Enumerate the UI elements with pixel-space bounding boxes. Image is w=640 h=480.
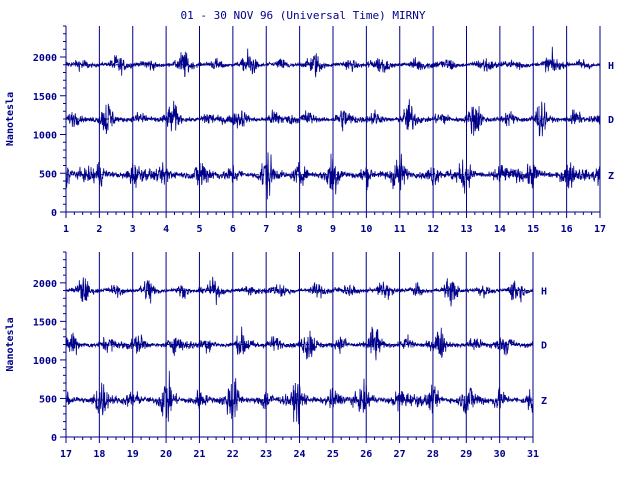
y-tick-label: 1000 <box>33 356 57 367</box>
y-tick-label: 1500 <box>33 317 57 328</box>
trace-H <box>65 46 601 78</box>
trace-H <box>65 276 534 307</box>
y-tick-label: 0 <box>51 433 57 444</box>
x-tick-label: 30 <box>494 449 506 460</box>
x-tick-label: 19 <box>127 449 139 460</box>
x-tick-label: 21 <box>193 449 205 460</box>
series-label-D: D <box>608 115 614 126</box>
x-tick-label: 20 <box>160 449 172 460</box>
x-tick-label: 7 <box>263 224 269 235</box>
y-tick-label: 2000 <box>33 53 57 64</box>
x-tick-label: 3 <box>130 224 136 235</box>
x-tick-label: 14 <box>494 224 506 235</box>
trace-D <box>65 99 601 137</box>
x-tick-label: 29 <box>460 449 472 460</box>
series-label-H: H <box>608 61 614 72</box>
y-tick-label: 0 <box>51 208 57 219</box>
x-tick-label: 10 <box>360 224 372 235</box>
x-tick-label: 25 <box>327 449 339 460</box>
x-tick-label: 13 <box>460 224 472 235</box>
y-tick-label: 1500 <box>33 92 57 103</box>
x-tick-label: 11 <box>394 224 406 235</box>
x-tick-label: 23 <box>260 449 272 460</box>
x-tick-label: 31 <box>527 449 539 460</box>
x-tick-label: 15 <box>527 224 539 235</box>
x-tick-label: 26 <box>360 449 372 460</box>
x-tick-label: 28 <box>427 449 439 460</box>
chart-title: 01 - 30 NOV 96 (Universal Time) MIRNY <box>180 9 425 22</box>
series-label-Z: Z <box>541 396 547 407</box>
y-tick-label: 500 <box>39 169 57 180</box>
x-tick-label: 12 <box>427 224 439 235</box>
x-tick-label: 6 <box>230 224 236 235</box>
x-tick-label: 24 <box>293 449 305 460</box>
y-axis-label: Nanotesla <box>5 92 16 146</box>
x-tick-label: 22 <box>227 449 239 460</box>
trace-D <box>65 326 534 361</box>
x-tick-label: 8 <box>297 224 303 235</box>
x-tick-label: 2 <box>96 224 102 235</box>
y-tick-label: 1000 <box>33 131 57 142</box>
x-tick-label: 17 <box>594 224 606 235</box>
series-label-D: D <box>541 341 547 352</box>
series-label-H: H <box>541 287 547 298</box>
x-tick-label: 9 <box>330 224 336 235</box>
x-tick-label: 17 <box>60 449 72 460</box>
x-tick-label: 1 <box>63 224 69 235</box>
y-axis-label: Nanotesla <box>5 317 16 371</box>
x-tick-label: 5 <box>196 224 202 235</box>
x-tick-label: 27 <box>394 449 406 460</box>
x-tick-label: 16 <box>561 224 573 235</box>
x-tick-label: 18 <box>93 449 105 460</box>
x-tick-label: 4 <box>163 224 169 235</box>
bottom-panel: 0 500 1000 1500 2000 Nanotesla 17 18 19 20 21 22 23 2… <box>5 251 547 460</box>
y-tick-label: 500 <box>39 394 57 405</box>
y-tick-label: 2000 <box>33 279 57 290</box>
trace-Z <box>65 370 534 425</box>
trace-Z <box>65 152 601 200</box>
series-label-Z: Z <box>608 171 614 182</box>
